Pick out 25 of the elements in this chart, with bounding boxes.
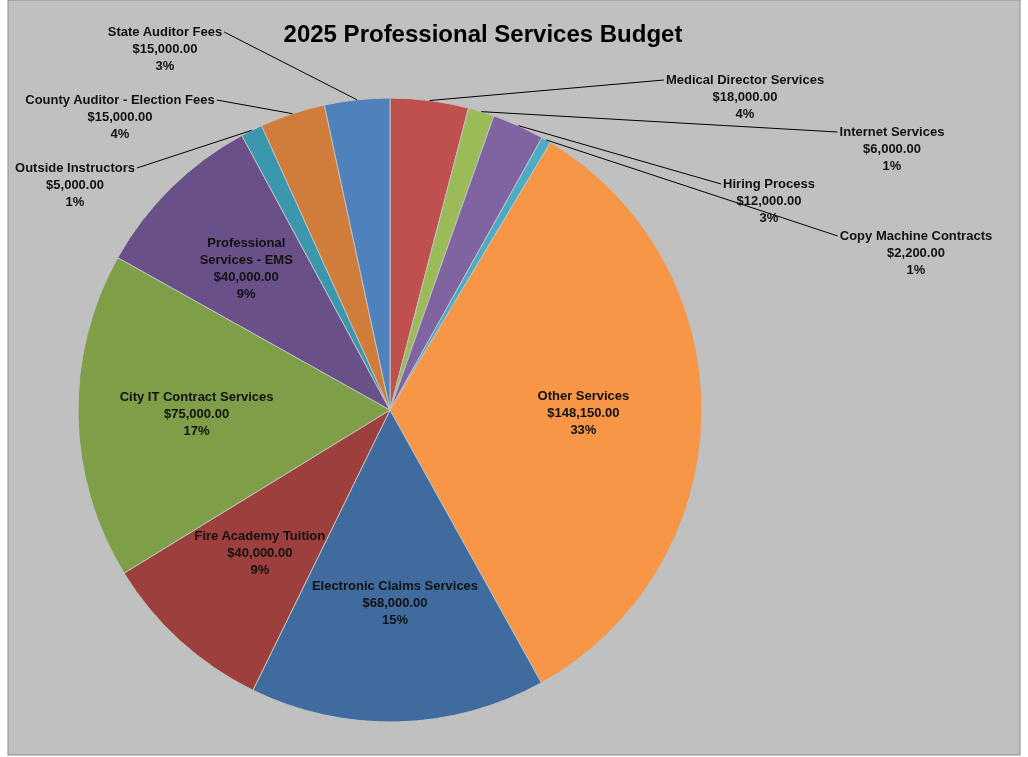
data-label: $148,150.00 33% <box>547 405 620 438</box>
data-label: $15,000.00 4% <box>87 109 153 141</box>
slice-label: State Auditor Fees <box>107 24 223 39</box>
slice-label: Professional Services - EMS <box>199 234 294 267</box>
slice-label: City IT Contract Services <box>119 388 274 404</box>
slice-label: Fire Academy Tuition <box>194 528 326 544</box>
data-label: $68,000.00 15% <box>362 595 428 628</box>
slice-label: Outside Instructors <box>15 160 135 175</box>
slice-label: County Auditor - Election Fees <box>25 92 215 107</box>
slice-label: Medical Director Services <box>665 72 825 87</box>
chart-title: 2025 Professional Services Budget <box>283 20 683 47</box>
slice-label: Hiring Process <box>723 176 815 191</box>
slice-label: Electronic Claims Services <box>311 578 479 594</box>
slice-label: Other Services <box>537 388 630 404</box>
slice-label: Internet Services <box>839 124 945 139</box>
data-label: $18,000.00 4% <box>712 89 778 121</box>
data-label: $15,000.00 3% <box>132 41 198 73</box>
data-label: $5,000.00 1% <box>46 177 104 209</box>
data-label: $2,200.00 1% <box>887 245 945 277</box>
data-label: $40,000.00 9% <box>213 268 279 301</box>
data-label: $75,000.00 17% <box>164 405 230 438</box>
data-label: $12,000.00 3% <box>736 193 802 225</box>
data-label: $40,000.00 9% <box>227 545 293 578</box>
data-label: $6,000.00 1% <box>863 141 921 173</box>
slice-label: Copy Machine Contracts <box>839 228 993 243</box>
